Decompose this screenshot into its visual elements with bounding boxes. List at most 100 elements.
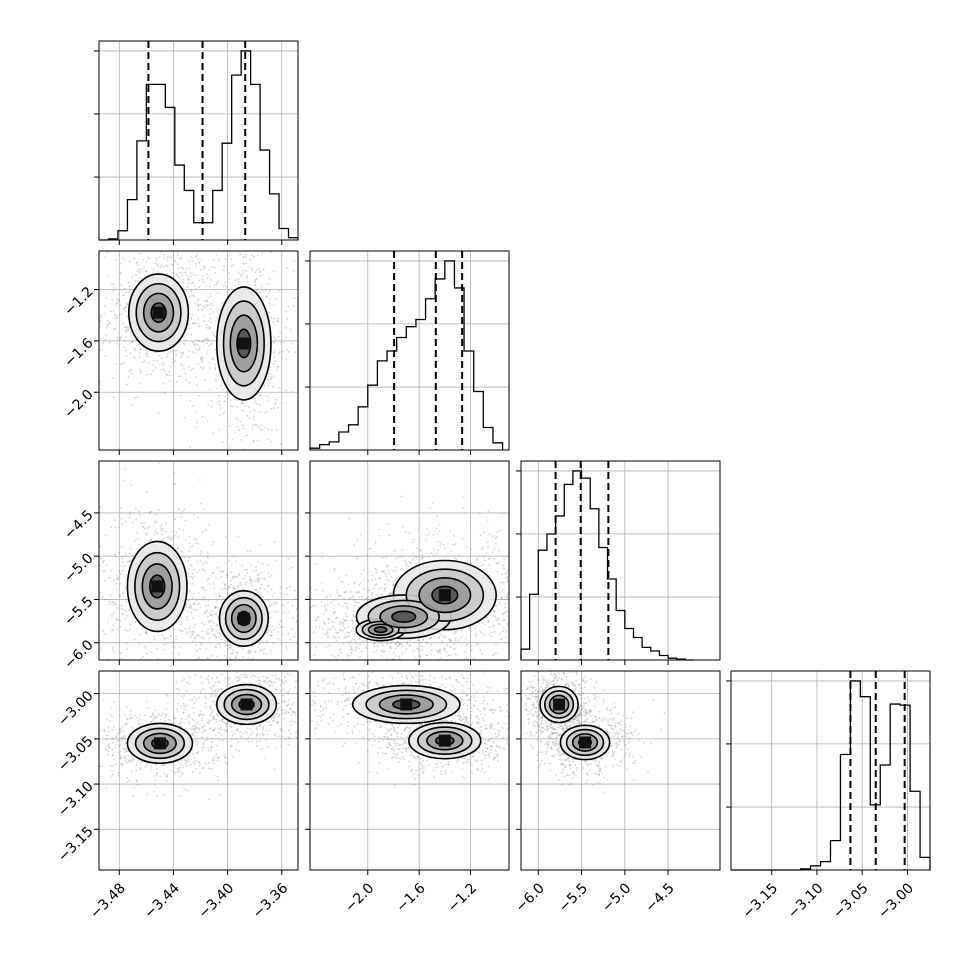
scatter-point <box>266 282 269 285</box>
scatter-point <box>185 709 188 711</box>
scatter-point <box>503 567 505 570</box>
scatter-point <box>325 320 327 322</box>
scatter-point <box>269 649 272 651</box>
scatter-point <box>242 256 245 258</box>
scatter-point <box>115 259 118 261</box>
scatter-point <box>111 298 114 301</box>
scatter-point <box>451 543 454 546</box>
scatter-point <box>222 453 224 455</box>
scatter-point <box>113 651 116 654</box>
scatter-point <box>514 629 516 631</box>
scatter-point <box>499 633 501 635</box>
scatter-point <box>322 613 325 616</box>
scatter-point <box>183 759 186 761</box>
scatter-point <box>134 540 137 542</box>
scatter-point <box>350 640 352 642</box>
scatter-point <box>578 607 580 609</box>
scatter-point <box>206 273 209 276</box>
scatter-point <box>272 385 275 388</box>
scatter-point <box>159 528 162 530</box>
scatter-point <box>513 576 515 578</box>
scatter-point <box>155 520 158 523</box>
scatter-point <box>390 642 392 645</box>
scatter-point <box>215 629 218 632</box>
scatter-point <box>201 280 204 283</box>
scatter-point <box>422 639 425 641</box>
scatter-point <box>174 771 176 774</box>
scatter-point <box>247 218 249 220</box>
scatter-point <box>439 648 441 651</box>
scatter-point <box>343 637 346 639</box>
scatter-point <box>474 627 477 630</box>
scatter-point <box>277 406 280 409</box>
scatter-point <box>191 340 194 343</box>
scatter-point <box>369 555 372 558</box>
scatter-point <box>118 293 120 296</box>
scatter-point <box>377 645 379 648</box>
scatter-point <box>126 648 128 650</box>
scatter-point <box>252 439 255 442</box>
scatter-point <box>195 348 198 351</box>
scatter-point <box>302 352 304 354</box>
scatter-point <box>203 569 206 572</box>
scatter-point <box>431 649 433 652</box>
scatter-point <box>249 411 252 413</box>
scatter-point <box>351 649 354 652</box>
scatter-point <box>221 734 223 737</box>
scatter-point <box>222 570 225 573</box>
scatter-point <box>216 759 219 761</box>
scatter-point <box>188 550 190 553</box>
scatter-point <box>206 721 209 724</box>
scatter-point <box>174 360 177 362</box>
scatter-point <box>287 601 289 604</box>
scatter-point <box>225 461 227 463</box>
scatter-point <box>192 575 195 578</box>
scatter-point <box>256 439 259 442</box>
scatter-point <box>178 795 181 798</box>
scatter-point <box>121 523 124 526</box>
scatter-point <box>486 519 489 521</box>
scatter-point <box>135 769 138 772</box>
scatter-point <box>228 586 231 589</box>
scatter-point <box>249 550 252 553</box>
scatter-point <box>279 443 282 446</box>
scatter-point <box>199 560 202 562</box>
scatter-point <box>197 363 200 365</box>
scatter-point <box>527 576 529 578</box>
scatter-point <box>121 608 124 610</box>
scatter-point <box>194 322 197 325</box>
scatter-point <box>281 350 284 353</box>
scatter-point <box>285 640 287 642</box>
scatter-point <box>113 758 115 761</box>
contour-line <box>418 577 472 614</box>
scatter-point <box>207 338 209 341</box>
scatter-point <box>447 638 450 641</box>
y-tick-label: −5.0 <box>61 551 96 586</box>
scatter-point <box>190 316 193 319</box>
scatter-point <box>187 282 190 285</box>
scatter-point <box>208 798 211 801</box>
scatter-point <box>158 462 161 465</box>
scatter-point <box>258 426 260 429</box>
scatter-point <box>203 320 205 322</box>
scatter-point <box>204 529 207 532</box>
scatter-point <box>116 342 118 345</box>
scatter-point <box>350 652 353 654</box>
scatter-point <box>353 544 356 547</box>
scatter-point <box>463 651 466 653</box>
axes-frame <box>98 250 299 451</box>
scatter-point <box>155 715 158 718</box>
scatter-point <box>206 551 209 554</box>
scatter-point <box>528 590 530 592</box>
scatter-point <box>566 607 568 609</box>
scatter-point <box>138 343 140 346</box>
scatter-point <box>340 594 343 597</box>
scatter-point <box>212 572 215 575</box>
scatter-point <box>163 637 166 639</box>
scatter-point <box>261 274 264 277</box>
scatter-point <box>247 650 250 653</box>
scatter-point <box>207 657 210 660</box>
scatter-point <box>189 606 191 609</box>
scatter-point <box>453 557 456 560</box>
scatter-point <box>212 634 215 637</box>
